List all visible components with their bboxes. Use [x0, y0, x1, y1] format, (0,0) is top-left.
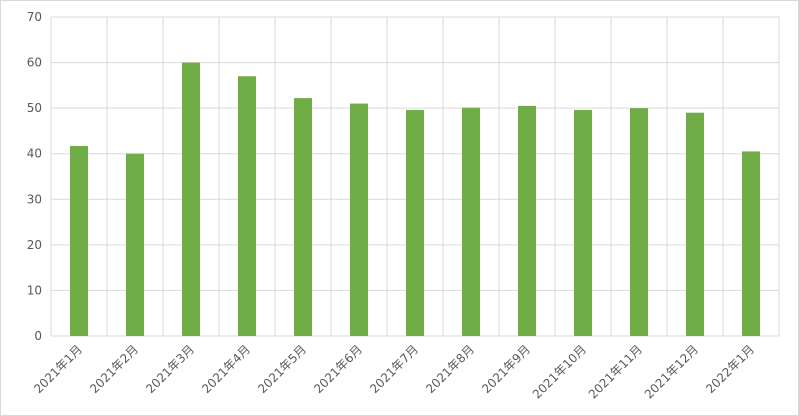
bar — [350, 103, 368, 336]
y-tick-label: 30 — [27, 192, 42, 206]
bar — [742, 151, 760, 336]
y-tick-label: 0 — [34, 329, 42, 343]
y-tick-label: 60 — [27, 56, 42, 70]
bar — [462, 107, 480, 337]
y-tick-label: 20 — [27, 238, 42, 252]
y-tick-label: 50 — [27, 101, 42, 115]
bar — [518, 105, 536, 336]
bar — [630, 108, 648, 337]
y-tick-label: 40 — [27, 147, 42, 161]
bar — [70, 145, 88, 336]
bar — [406, 109, 424, 336]
y-tick-label: 70 — [27, 10, 42, 24]
bar — [182, 62, 200, 336]
bar — [686, 112, 704, 336]
bar — [294, 98, 312, 336]
bar — [126, 153, 144, 336]
y-tick-label: 10 — [27, 283, 42, 297]
bar — [238, 76, 256, 336]
bar — [574, 109, 592, 336]
